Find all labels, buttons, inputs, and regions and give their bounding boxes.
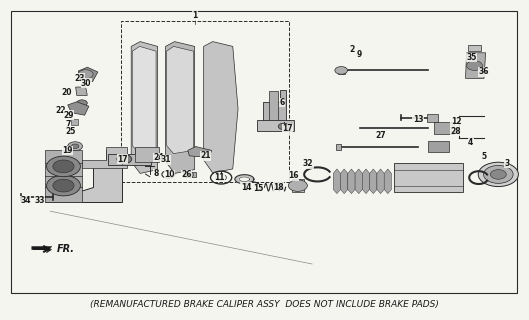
Text: 36: 36 bbox=[479, 68, 489, 76]
Polygon shape bbox=[428, 141, 449, 152]
Circle shape bbox=[288, 180, 307, 191]
Polygon shape bbox=[377, 169, 384, 194]
Bar bbox=[121, 21, 289, 182]
Polygon shape bbox=[269, 91, 278, 120]
Polygon shape bbox=[292, 179, 304, 192]
Polygon shape bbox=[333, 169, 341, 194]
Text: 32: 32 bbox=[303, 159, 313, 168]
Circle shape bbox=[117, 155, 132, 164]
Polygon shape bbox=[68, 102, 89, 115]
Polygon shape bbox=[466, 53, 486, 78]
Text: 7: 7 bbox=[65, 120, 70, 129]
Circle shape bbox=[184, 172, 194, 178]
Text: 16: 16 bbox=[288, 172, 299, 180]
Polygon shape bbox=[338, 67, 345, 74]
Text: 28: 28 bbox=[451, 127, 461, 136]
Text: 2: 2 bbox=[349, 45, 354, 54]
Text: 13: 13 bbox=[413, 116, 423, 124]
Polygon shape bbox=[384, 169, 391, 194]
Polygon shape bbox=[78, 67, 98, 82]
Text: 29: 29 bbox=[63, 111, 74, 120]
Text: 21: 21 bbox=[200, 151, 211, 160]
Text: (REMANUFACTURED BRAKE CALIPER ASSY  DOES NOT INCLUDE BRAKE PADS): (REMANUFACTURED BRAKE CALIPER ASSY DOES … bbox=[90, 300, 439, 309]
Polygon shape bbox=[434, 122, 454, 134]
Circle shape bbox=[77, 100, 87, 106]
Polygon shape bbox=[239, 177, 250, 181]
Polygon shape bbox=[341, 169, 348, 194]
Text: 3: 3 bbox=[504, 159, 509, 168]
Circle shape bbox=[278, 123, 289, 130]
Polygon shape bbox=[131, 42, 158, 173]
Polygon shape bbox=[167, 46, 194, 154]
Text: 35: 35 bbox=[467, 53, 477, 62]
Text: 22: 22 bbox=[56, 106, 66, 115]
Bar bbox=[11, 11, 517, 293]
Text: 17: 17 bbox=[282, 124, 293, 133]
Circle shape bbox=[47, 156, 80, 177]
Polygon shape bbox=[32, 246, 52, 253]
Polygon shape bbox=[427, 114, 438, 122]
Circle shape bbox=[53, 179, 74, 192]
Polygon shape bbox=[235, 175, 254, 184]
Text: 9: 9 bbox=[357, 50, 362, 59]
Circle shape bbox=[490, 170, 506, 179]
Text: 4: 4 bbox=[468, 138, 473, 147]
Text: 24: 24 bbox=[153, 153, 164, 162]
Polygon shape bbox=[135, 147, 159, 162]
Text: 34: 34 bbox=[20, 196, 31, 205]
Text: FR.: FR. bbox=[57, 244, 75, 254]
Text: 18: 18 bbox=[273, 183, 284, 192]
Text: 5: 5 bbox=[481, 152, 487, 161]
Polygon shape bbox=[166, 42, 195, 173]
Polygon shape bbox=[132, 46, 156, 154]
Text: 25: 25 bbox=[65, 127, 76, 136]
Polygon shape bbox=[108, 146, 151, 165]
Text: 12: 12 bbox=[451, 117, 461, 126]
Text: 31: 31 bbox=[160, 156, 171, 164]
Polygon shape bbox=[183, 172, 196, 177]
Polygon shape bbox=[362, 169, 370, 194]
Circle shape bbox=[53, 160, 74, 173]
Polygon shape bbox=[370, 169, 377, 194]
Text: 27: 27 bbox=[376, 132, 386, 140]
Polygon shape bbox=[71, 119, 78, 125]
Polygon shape bbox=[188, 147, 212, 157]
Polygon shape bbox=[348, 169, 355, 194]
Text: 6: 6 bbox=[279, 98, 285, 107]
Circle shape bbox=[68, 142, 83, 151]
Circle shape bbox=[78, 70, 93, 79]
Polygon shape bbox=[355, 169, 362, 194]
Polygon shape bbox=[336, 144, 341, 150]
Text: 26: 26 bbox=[181, 170, 191, 179]
Circle shape bbox=[335, 67, 348, 74]
Polygon shape bbox=[257, 120, 294, 131]
Text: 8: 8 bbox=[153, 169, 159, 178]
Polygon shape bbox=[394, 163, 463, 192]
Circle shape bbox=[467, 61, 482, 70]
Circle shape bbox=[71, 144, 79, 148]
Polygon shape bbox=[468, 45, 481, 51]
Text: 19: 19 bbox=[62, 146, 73, 155]
Text: 15: 15 bbox=[253, 184, 263, 193]
Circle shape bbox=[484, 165, 513, 183]
Polygon shape bbox=[204, 42, 238, 173]
Circle shape bbox=[478, 162, 518, 187]
Polygon shape bbox=[263, 90, 286, 123]
Text: 23: 23 bbox=[74, 74, 85, 83]
Polygon shape bbox=[45, 150, 82, 202]
Polygon shape bbox=[82, 147, 127, 168]
Text: 1: 1 bbox=[192, 12, 197, 20]
Polygon shape bbox=[76, 87, 87, 95]
Text: 20: 20 bbox=[61, 88, 71, 97]
Text: 30: 30 bbox=[81, 79, 92, 88]
Circle shape bbox=[47, 175, 80, 196]
Text: 17: 17 bbox=[117, 155, 128, 164]
Text: 10: 10 bbox=[164, 170, 175, 179]
Text: 14: 14 bbox=[241, 183, 251, 192]
Text: 33: 33 bbox=[34, 196, 45, 205]
Polygon shape bbox=[45, 150, 122, 202]
Text: 11: 11 bbox=[214, 173, 225, 182]
